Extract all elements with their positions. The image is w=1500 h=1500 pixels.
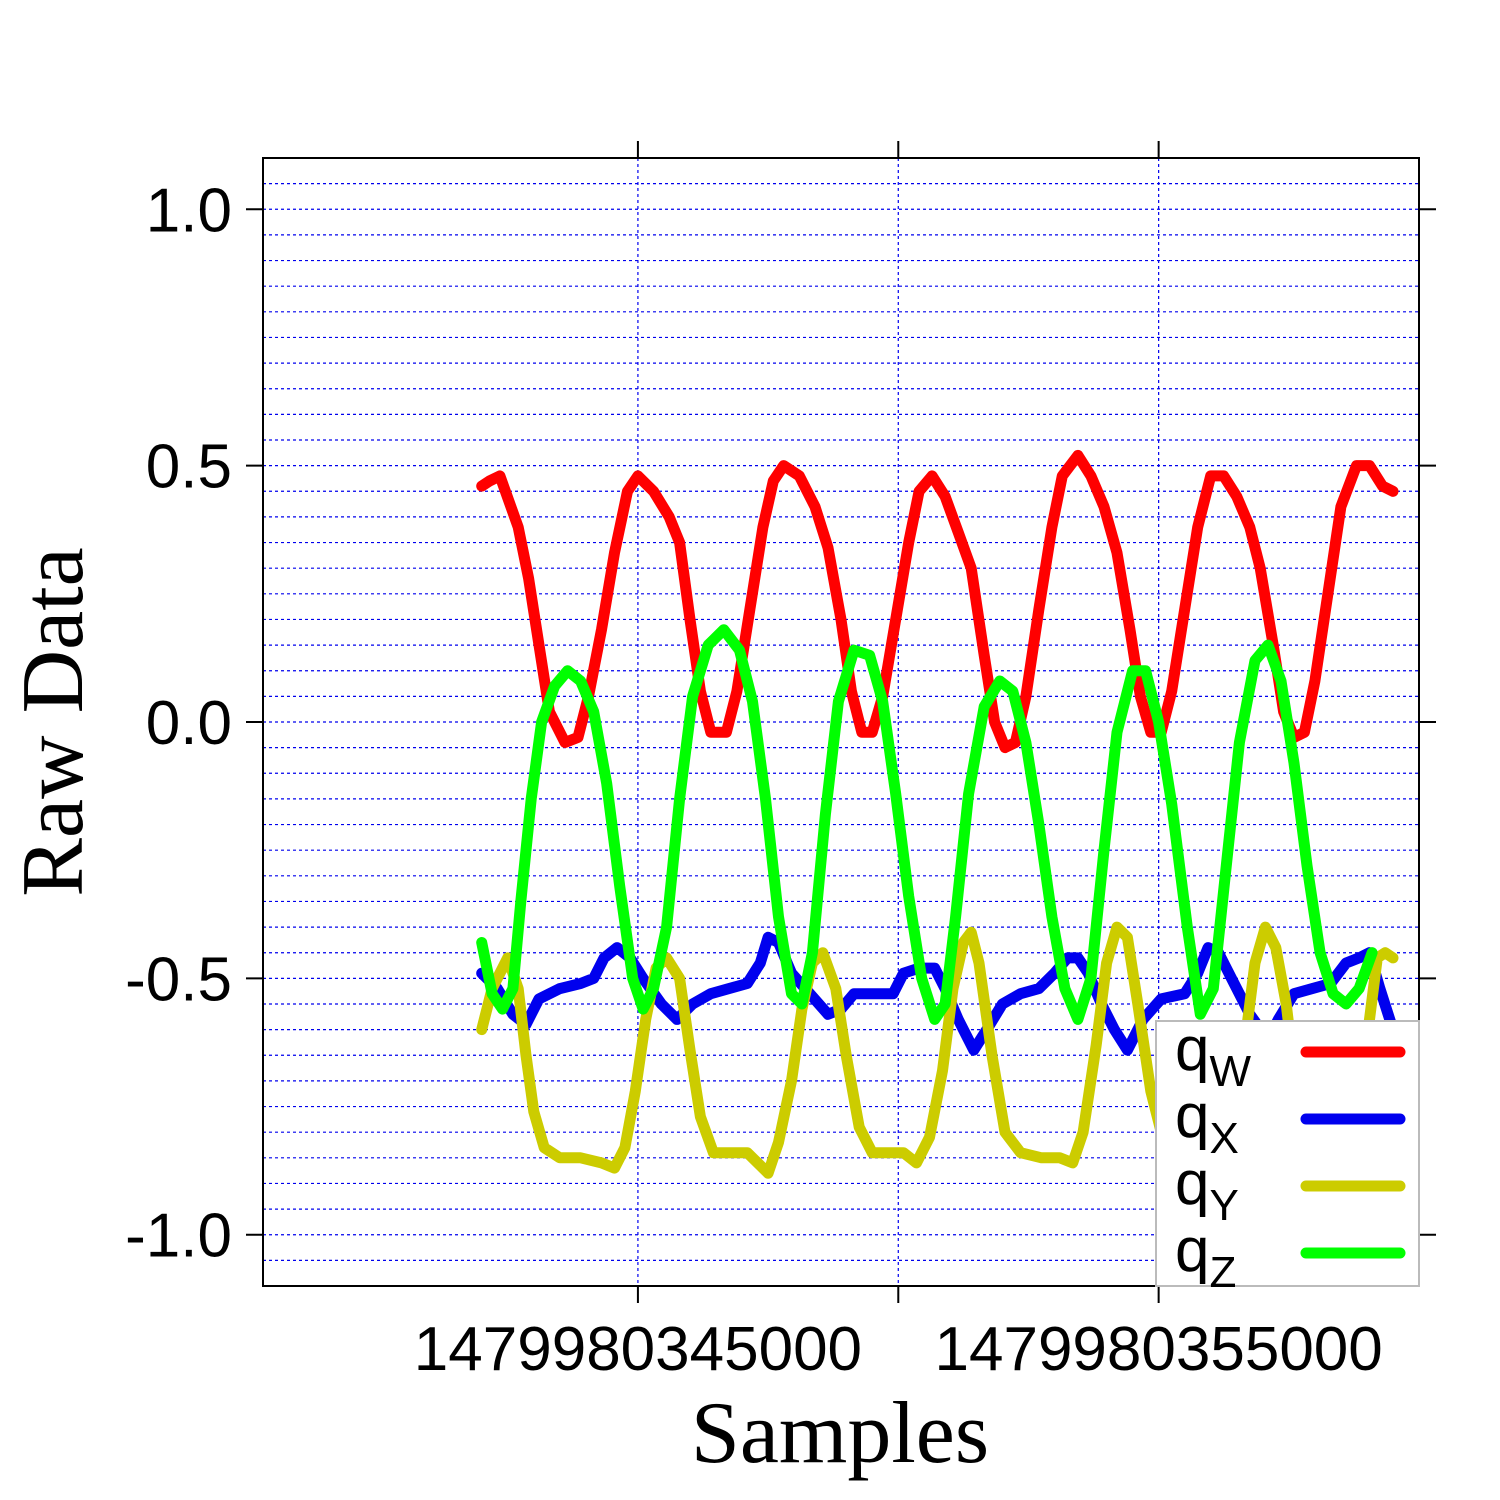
series-line-qZ: [476, 624, 1378, 1025]
y-tick-label: 0.5: [146, 433, 232, 502]
y-tick-label: 1.0: [146, 176, 232, 245]
series-line-qW: [476, 449, 1399, 754]
legend-label-qX: qX: [1175, 1082, 1239, 1163]
tick-labels: -1.0 -0.5 0.0 0.5 1.0 1479980345000 1479980355…: [125, 176, 1383, 1384]
legend-label-qW: qW: [1175, 1015, 1251, 1096]
legend-box: [1155, 1020, 1420, 1287]
legend-label-qZ: qZ: [1175, 1216, 1236, 1297]
x-tick-label: 1479980345000: [414, 1315, 862, 1384]
legend-label-qY: qY: [1175, 1149, 1239, 1230]
series-lines: [476, 449, 1399, 1179]
x-tick-label: 1479980355000: [935, 1315, 1383, 1384]
y-axis-title: Raw Data: [5, 547, 102, 896]
y-tick-label: -0.5: [125, 945, 232, 1014]
y-tick-label: -1.0: [125, 1202, 232, 1271]
axis-ticks: [246, 141, 1436, 1303]
series-line-qY: [476, 921, 1399, 1179]
x-axis-title: Samples: [691, 1385, 989, 1482]
y-tick-label: 0.0: [146, 689, 232, 758]
